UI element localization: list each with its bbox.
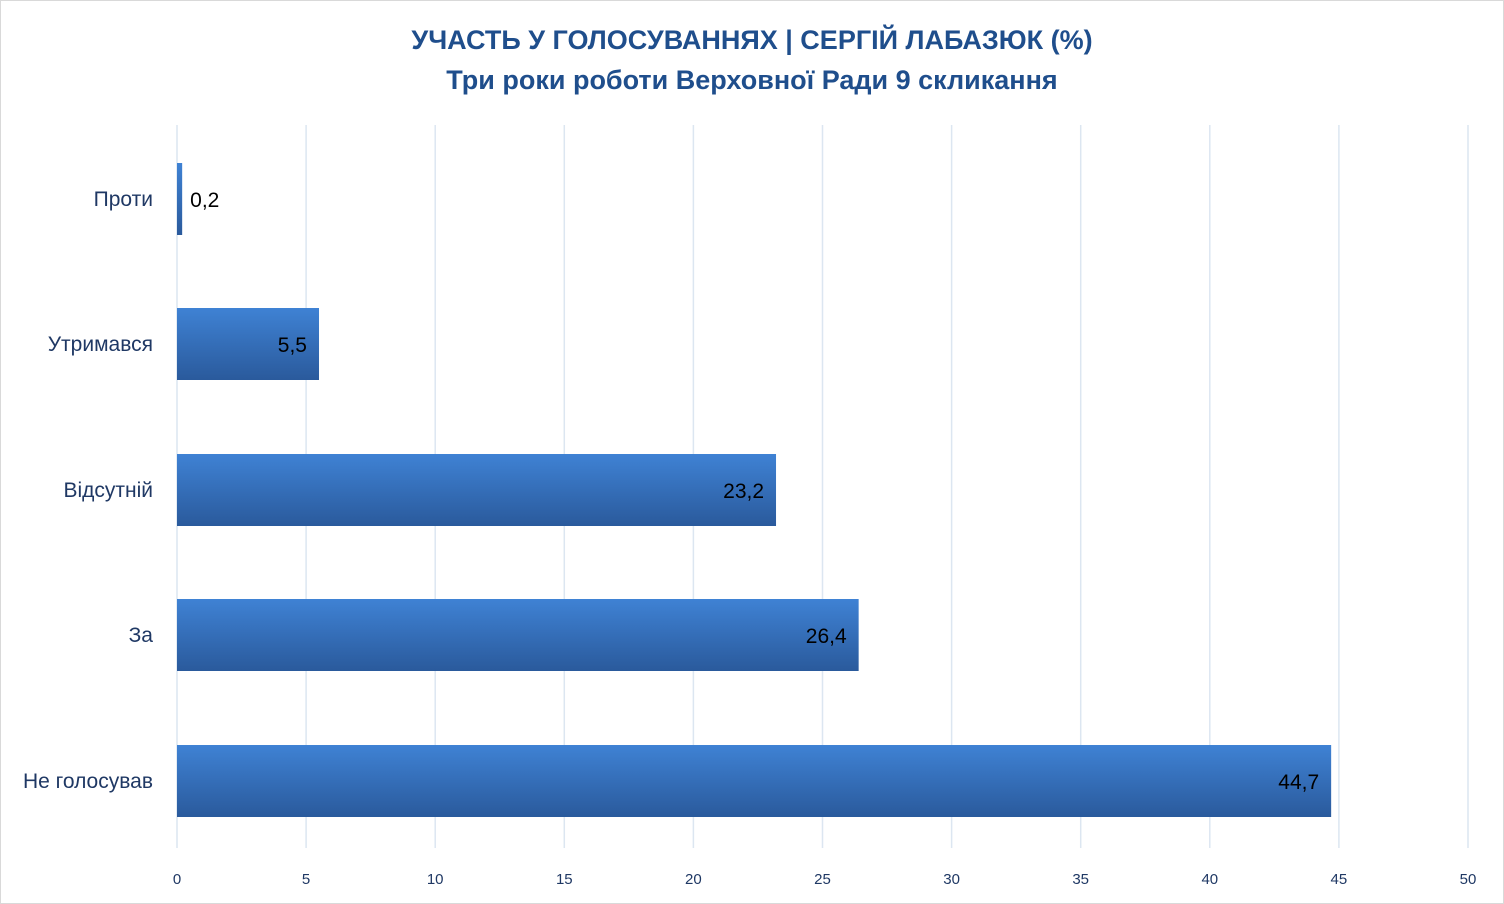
x-tick-label: 50 bbox=[1460, 871, 1477, 888]
x-tick-label: 45 bbox=[1331, 871, 1348, 888]
data-labels: 0,2 5,5 23,2 26,4 44,7 bbox=[190, 189, 1319, 794]
bar-3 bbox=[177, 454, 777, 526]
category-label: Відсутній bbox=[63, 479, 153, 502]
category-labels: Проти Утримався Відсутній За Не голосував bbox=[23, 188, 153, 793]
x-tick-label: 5 bbox=[302, 871, 310, 888]
category-label: Утримався bbox=[48, 333, 153, 356]
data-label: 0,2 bbox=[190, 189, 219, 212]
x-tick-label: 15 bbox=[556, 871, 573, 888]
bar-4 bbox=[177, 599, 859, 671]
data-label: 5,5 bbox=[278, 334, 307, 357]
category-label: За bbox=[129, 624, 154, 647]
data-label: 23,2 bbox=[723, 480, 764, 503]
data-label: 26,4 bbox=[806, 625, 847, 648]
x-tick-label: 30 bbox=[943, 871, 960, 888]
x-tick-label: 35 bbox=[1072, 871, 1089, 888]
data-label: 44,7 bbox=[1278, 771, 1319, 794]
x-axis-tick-labels: 0 5 10 15 20 25 30 35 40 45 50 bbox=[173, 871, 1477, 888]
category-label: Не голосував bbox=[23, 770, 153, 793]
bar-1 bbox=[177, 163, 183, 235]
chart-title: УЧАСТЬ У ГОЛОСУВАННЯХ | СЕРГІЙ ЛАБАЗЮК (… bbox=[411, 25, 1093, 55]
category-label: Проти bbox=[94, 188, 153, 211]
x-tick-label: 10 bbox=[427, 871, 444, 888]
x-tick-label: 20 bbox=[685, 871, 702, 888]
bars bbox=[177, 163, 1332, 817]
x-tick-label: 25 bbox=[814, 871, 831, 888]
bar-5 bbox=[177, 745, 1332, 817]
x-tick-label: 40 bbox=[1201, 871, 1218, 888]
bar-2 bbox=[177, 308, 320, 380]
x-tick-label: 0 bbox=[173, 871, 181, 888]
chart-subtitle: Три роки роботи Верховної Ради 9 скликан… bbox=[446, 65, 1058, 95]
